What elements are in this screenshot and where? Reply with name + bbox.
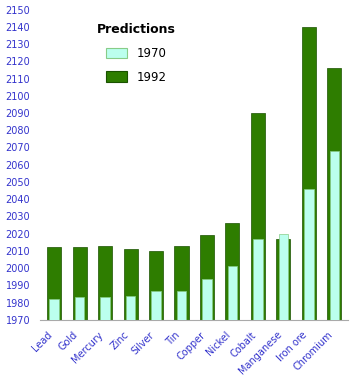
Bar [124,249,137,320]
Bar [276,239,291,320]
Bar [177,291,186,320]
Bar [251,113,265,320]
Bar [49,299,59,320]
Bar [327,68,342,320]
Bar [149,251,163,320]
Bar [100,298,110,320]
Bar [75,298,84,320]
Bar [304,189,314,320]
Bar [98,246,112,320]
Bar [202,278,212,320]
Bar [47,248,61,320]
Bar [151,291,161,320]
Bar [200,235,214,320]
Bar [228,266,237,320]
Bar [330,151,339,320]
Bar [126,296,135,320]
Legend: 1970, 1992: 1970, 1992 [92,19,181,88]
Bar [279,234,288,320]
Bar [302,27,316,320]
Bar [225,223,239,320]
Bar [73,248,86,320]
Bar [253,239,263,320]
Bar [175,246,188,320]
